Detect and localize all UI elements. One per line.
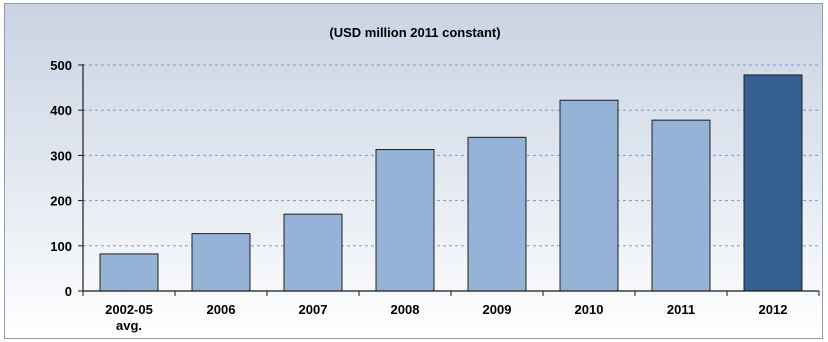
x-tick-label: avg. (116, 318, 142, 333)
bar-2012 (743, 74, 803, 292)
axes (78, 64, 820, 296)
y-tick-label: 100 (50, 239, 72, 254)
bar-2002-05 (99, 253, 159, 292)
x-tick-label: 2010 (575, 302, 604, 317)
bar-2007 (283, 213, 343, 292)
bar-2008 (375, 149, 435, 292)
x-tick-label: 2009 (483, 302, 512, 317)
bar-2010 (559, 99, 619, 292)
x-tick-label: 2002-05 (105, 302, 153, 317)
y-tick-label: 0 (65, 284, 72, 299)
bars (99, 74, 803, 292)
y-tick-label: 400 (50, 103, 72, 118)
bar-2011 (651, 119, 711, 292)
x-tick-label: 2011 (667, 302, 695, 317)
bar-2006 (191, 233, 251, 292)
chart-title: (USD million 2011 constant) (329, 25, 500, 40)
x-tick-label: 2008 (391, 302, 420, 317)
y-tick-label: 500 (50, 58, 72, 73)
y-tick-label: 300 (50, 148, 72, 163)
bar-2009 (467, 136, 527, 292)
y-tick-label: 200 (50, 194, 72, 209)
x-tick-label: 2006 (207, 302, 236, 317)
x-tick-label: 2007 (299, 302, 328, 317)
x-tick-label: 2012 (759, 302, 788, 317)
